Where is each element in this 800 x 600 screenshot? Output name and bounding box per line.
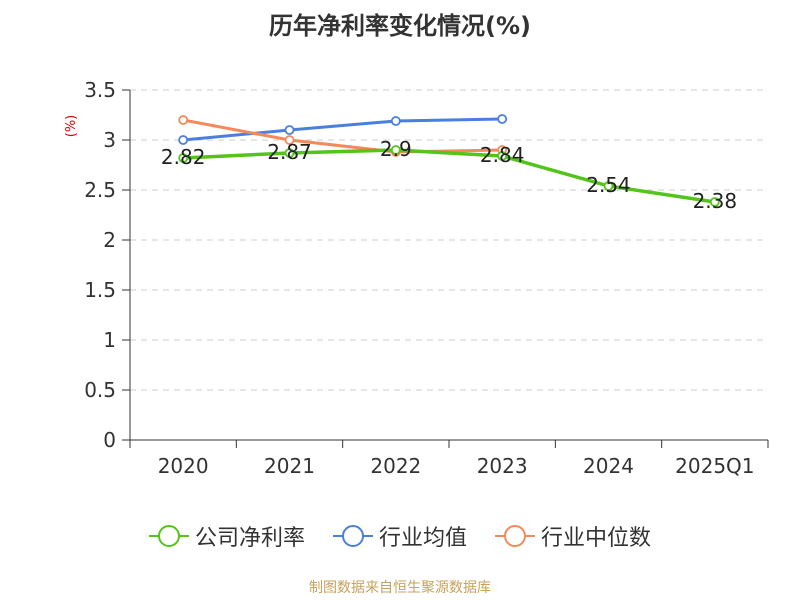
series-line bbox=[183, 148, 716, 204]
data-label: 2.87 bbox=[267, 140, 312, 164]
data-label: 2.54 bbox=[586, 173, 631, 197]
data-label: 2.9 bbox=[380, 137, 412, 161]
data-point bbox=[284, 135, 295, 145]
data-point bbox=[284, 148, 295, 158]
series-line bbox=[183, 117, 503, 142]
data-point bbox=[178, 135, 189, 145]
legend-label: 公司净利率 bbox=[194, 526, 305, 551]
x-tick-label: 2025Q1 bbox=[675, 454, 754, 478]
legend-circle bbox=[341, 525, 364, 547]
x-tick-label: 2020 bbox=[158, 454, 209, 478]
data-point bbox=[497, 114, 508, 124]
x-tick-label: 2024 bbox=[583, 454, 634, 478]
x-tick-label: 2023 bbox=[477, 454, 528, 478]
source-note: 制图数据来自恒生聚源数据库 bbox=[309, 580, 491, 596]
data-point bbox=[178, 153, 189, 163]
y-tick-label: 2.5 bbox=[84, 178, 116, 202]
data-point bbox=[390, 116, 401, 126]
legend-marker-icon bbox=[148, 525, 189, 547]
data-point bbox=[497, 151, 508, 161]
data-label: 2.82 bbox=[161, 145, 206, 169]
data-point bbox=[709, 197, 720, 207]
chart-title: 历年净利率变化情况(%) bbox=[269, 12, 531, 40]
series-line bbox=[182, 118, 503, 154]
data-label: 2.84 bbox=[480, 143, 525, 167]
data-point bbox=[284, 125, 295, 135]
data-point bbox=[390, 145, 401, 155]
y-tick-label: 0.5 bbox=[84, 378, 116, 402]
data-label: 2.38 bbox=[693, 189, 738, 213]
legend-item[interactable]: 行业均值 bbox=[332, 520, 467, 552]
data-point bbox=[603, 181, 614, 191]
x-tick-label: 2021 bbox=[264, 454, 315, 478]
y-tick-label: 2 bbox=[103, 228, 116, 252]
y-axis-label: (%) bbox=[64, 115, 79, 138]
data-point bbox=[178, 115, 189, 125]
legend-label: 行业中位数 bbox=[541, 526, 652, 551]
y-tick-label: 3.5 bbox=[84, 78, 116, 102]
legend-circle bbox=[157, 525, 180, 547]
legend-item[interactable]: 公司净利率 bbox=[148, 520, 305, 552]
y-tick-label: 0 bbox=[103, 428, 116, 452]
legend-label: 行业均值 bbox=[378, 526, 467, 551]
legend: 公司净利率 行业均值 行业中位数 bbox=[0, 520, 800, 552]
legend-circle bbox=[504, 525, 526, 547]
y-tick-label: 3 bbox=[103, 128, 116, 152]
legend-item[interactable]: 行业中位数 bbox=[495, 520, 651, 552]
legend-marker-icon bbox=[495, 525, 535, 547]
x-tick-label: 2022 bbox=[370, 454, 421, 478]
legend-marker-icon bbox=[332, 525, 373, 547]
y-tick-label: 1.5 bbox=[84, 278, 116, 302]
y-tick-label: 1 bbox=[103, 328, 116, 352]
